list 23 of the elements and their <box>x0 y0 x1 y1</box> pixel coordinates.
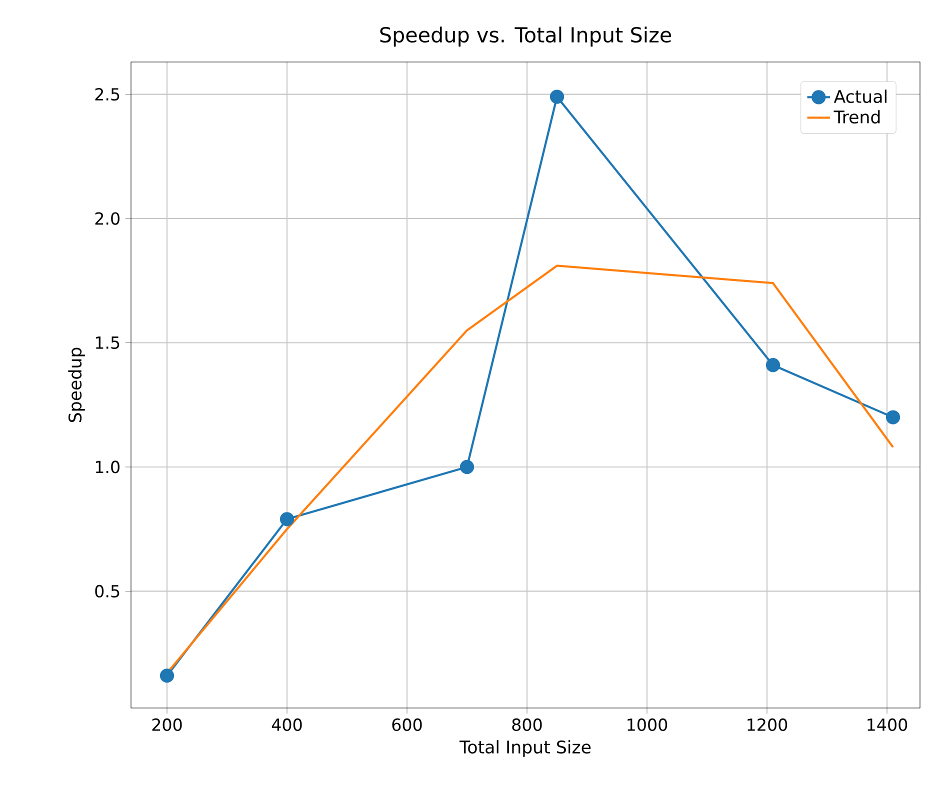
point <box>460 460 474 474</box>
x-axis-title: Total Input Size <box>459 740 591 757</box>
point <box>766 358 780 372</box>
y-tick-label: 1.5 <box>96 336 120 349</box>
legend-label: Actual <box>834 90 886 104</box>
point <box>886 410 900 424</box>
x-tick-label: 800 <box>512 718 542 731</box>
chart-title: Speedup vs. Total Input Size <box>380 26 672 47</box>
x-tick-label: 400 <box>272 718 302 731</box>
x-tick-label: 1200 <box>748 718 788 731</box>
y-tick-label: 0.5 <box>95 584 120 598</box>
x-tick-label: 200 <box>152 718 182 731</box>
x-tick-label: 1000 <box>628 718 668 731</box>
legend-label: Trend <box>834 110 880 124</box>
x-tick-label: 600 <box>392 718 422 731</box>
y-tick-label: 1.0 <box>96 460 120 474</box>
x-tick-label: 1400 <box>868 718 908 731</box>
point <box>550 90 564 104</box>
y-tick-label: 2.5 <box>95 88 120 101</box>
point <box>280 512 294 526</box>
y-axis-title: Speedup <box>68 348 85 422</box>
point <box>160 668 174 683</box>
y-tick-label: 2.0 <box>95 212 120 225</box>
